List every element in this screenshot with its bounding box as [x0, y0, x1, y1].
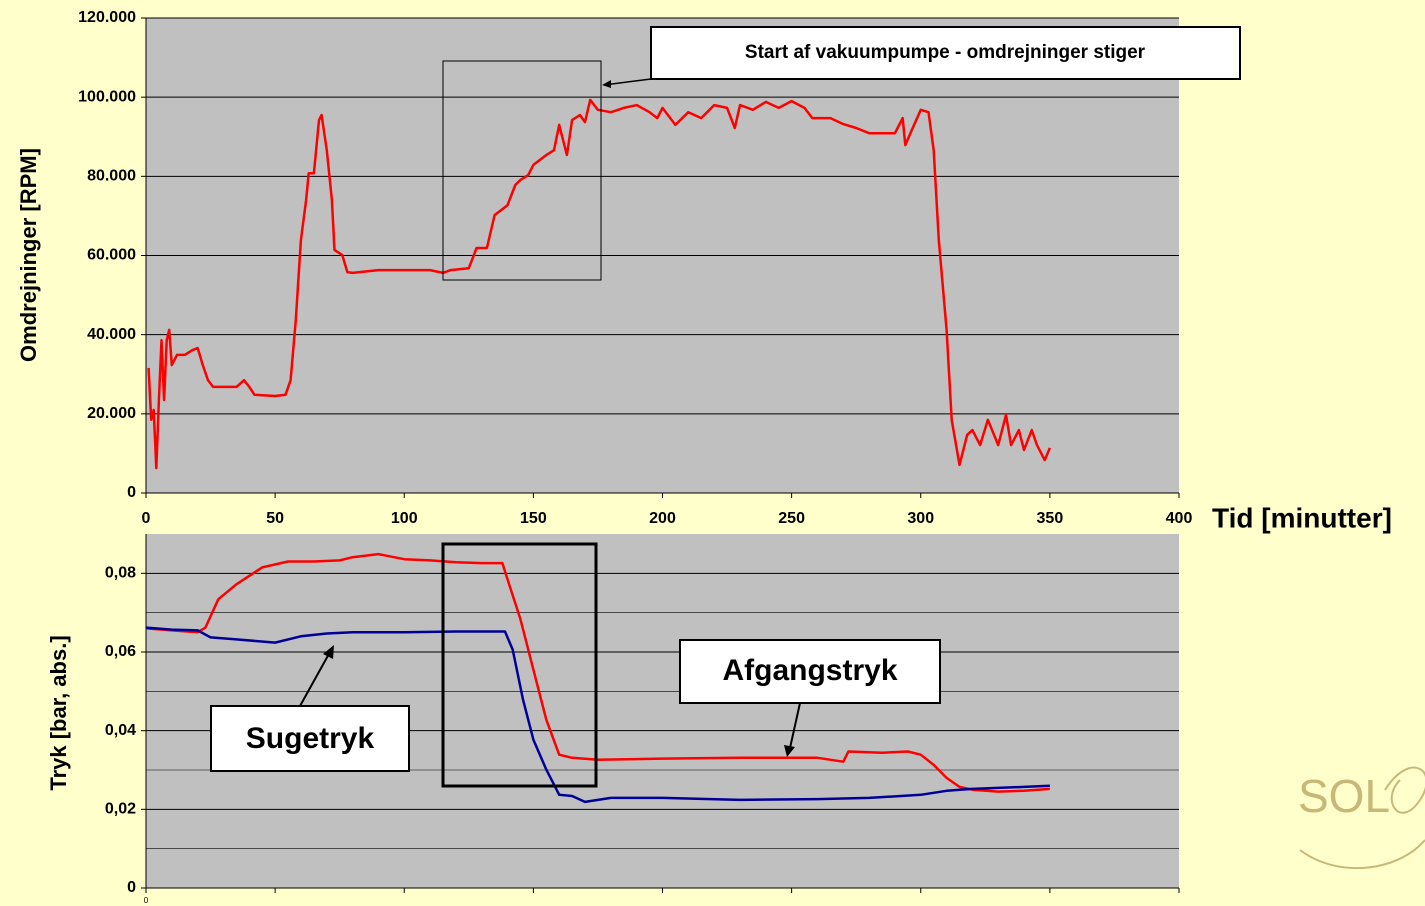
- x-tick-label: 200: [649, 510, 676, 527]
- y-tick-label: 80.000: [87, 168, 136, 185]
- logo: SOL: [1298, 770, 1390, 822]
- y-tick-label: 0,08: [105, 565, 136, 582]
- x-tick-label: 100: [391, 510, 418, 527]
- annotation-box: [650, 26, 1241, 80]
- y-tick-label: 100.000: [78, 88, 136, 105]
- series-line: [145, 626, 1050, 804]
- marks: 0 20.000 40.000 60.000 80.000 100.000 120.000 0…: [78, 9, 1192, 905]
- x-axis-title: Tid [minutter]: [1212, 502, 1392, 533]
- series-line: [147, 98, 1052, 470]
- x-tick-label: 0: [144, 896, 149, 905]
- x-tick-label: 0: [142, 510, 151, 527]
- arrow: [299, 651, 331, 707]
- annotation: Start af vakuumpumpe - omdrejninger stig…: [745, 42, 1146, 63]
- x-tick-label: 50: [266, 510, 284, 527]
- y-tick-label: 0,02: [105, 801, 136, 818]
- x-tick-label: 300: [907, 510, 934, 527]
- x-tick-label: 400: [1166, 510, 1193, 527]
- y-tick-label: 0: [127, 879, 136, 896]
- arrow-head: [602, 80, 611, 88]
- y-tick-label: 60.000: [87, 247, 136, 264]
- x-tick-label: 150: [520, 510, 547, 527]
- logo-swirl: [1384, 766, 1425, 814]
- series-line: [145, 552, 1050, 793]
- y-axis-title: Tryk [bar, abs.]: [46, 635, 71, 790]
- arrow-head: [323, 645, 334, 659]
- y-tick-label: 0,04: [105, 722, 136, 739]
- legend-label: Afgangstryk: [722, 654, 897, 687]
- legend-label: Sugetryk: [246, 722, 375, 755]
- legend-box: [210, 705, 410, 772]
- x-tick-label: 250: [778, 510, 805, 527]
- y-tick-label: 120.000: [78, 9, 136, 26]
- legend-box: [679, 639, 941, 704]
- y-tick-label: 0: [127, 484, 136, 501]
- y-tick-label: 0,06: [105, 643, 136, 660]
- highlight-box: [441, 542, 598, 788]
- x-tick-label: 350: [1037, 510, 1064, 527]
- logo-swirl: [1299, 839, 1425, 870]
- highlight-box: [442, 60, 602, 281]
- arrow-head: [784, 745, 795, 757]
- y-tick-label: 40.000: [87, 326, 136, 343]
- y-tick-label: 20.000: [87, 405, 136, 422]
- arrow: [603, 78, 652, 86]
- y-axis-title: Omdrejninger [RPM]: [16, 148, 41, 362]
- arrow: [789, 702, 801, 749]
